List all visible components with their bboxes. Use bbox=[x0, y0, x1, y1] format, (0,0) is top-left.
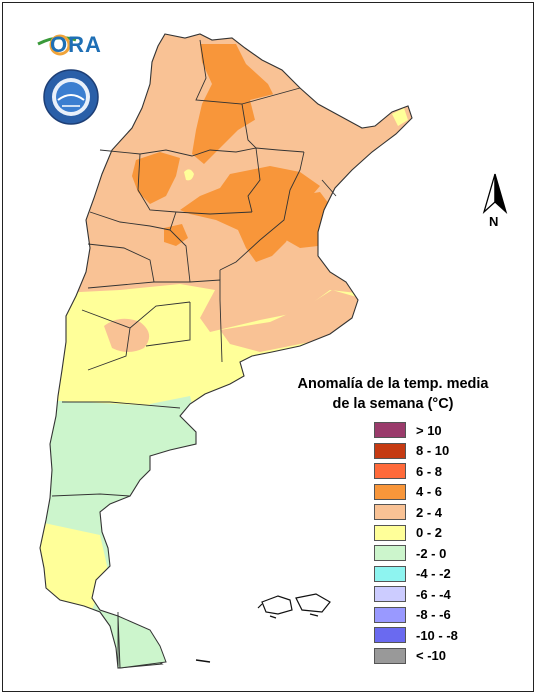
legend-label: -10 - -8 bbox=[416, 627, 458, 643]
legend-label: < -10 bbox=[416, 648, 446, 664]
legend-swatch bbox=[374, 524, 406, 541]
malvinas-islands bbox=[257, 593, 331, 619]
legend-label: 8 - 10 bbox=[416, 443, 450, 459]
tierra-del-fuego bbox=[117, 615, 167, 669]
small-island bbox=[195, 659, 211, 663]
smn-seal bbox=[42, 68, 100, 126]
legend-swatch bbox=[374, 545, 406, 562]
legend-item: -8 - -6 bbox=[374, 605, 494, 626]
legend-label: 4 - 6 bbox=[416, 484, 443, 500]
legend-swatch bbox=[374, 586, 406, 603]
legend-title-line2: de la semana (°C) bbox=[332, 396, 454, 412]
legend-item: -4 - -2 bbox=[374, 564, 494, 585]
legend-item: -2 - 0 bbox=[374, 543, 494, 564]
legend-item: 4 - 6 bbox=[374, 482, 494, 503]
legend-item: -10 - -8 bbox=[374, 625, 494, 646]
zone-warm-north bbox=[192, 44, 276, 164]
legend-swatch bbox=[374, 504, 406, 521]
legend-title: Anomalía de la temp. media de la semana … bbox=[288, 374, 498, 414]
legend-label: -6 - -4 bbox=[416, 586, 451, 602]
zone-neutral-south bbox=[40, 520, 108, 610]
zone-warm-tucuman bbox=[132, 152, 180, 204]
legend-label: > 10 bbox=[416, 422, 442, 438]
zone-warm-center bbox=[180, 166, 320, 262]
legend-swatch bbox=[374, 463, 406, 480]
legend-label: -2 - 0 bbox=[416, 545, 447, 561]
legend-item: 2 - 4 bbox=[374, 502, 494, 523]
legend-label: 2 - 4 bbox=[416, 504, 443, 520]
north-label: N bbox=[489, 214, 499, 229]
legend-item: -6 - -4 bbox=[374, 584, 494, 605]
legend-swatch bbox=[374, 442, 406, 459]
smn-seal-graphic bbox=[43, 69, 99, 125]
legend-swatch bbox=[374, 627, 406, 644]
ora-logo: ORA bbox=[36, 30, 106, 60]
legend-swatch bbox=[374, 483, 406, 500]
zone-mild-neuquen bbox=[104, 318, 150, 352]
zone-mild-chaco bbox=[250, 90, 300, 132]
legend-item: 8 - 10 bbox=[374, 441, 494, 462]
legend-label: -8 - -6 bbox=[416, 607, 451, 623]
ora-logo-graphic bbox=[37, 34, 77, 56]
north-arrow: N bbox=[480, 172, 510, 232]
zone-neutral-spot bbox=[184, 169, 194, 181]
zone-neutral-misiones bbox=[392, 108, 408, 126]
ora-logo-text: ORA bbox=[50, 32, 102, 57]
province-borders bbox=[51, 39, 337, 666]
legend-label: 0 - 2 bbox=[416, 525, 443, 541]
legend-item: 0 - 2 bbox=[374, 523, 494, 544]
legend-item: 6 - 8 bbox=[374, 461, 494, 482]
legend-swatch bbox=[374, 647, 406, 664]
north-arrow-icon bbox=[482, 173, 508, 215]
legend: > 10 8 - 10 6 - 8 4 - 6 2 - 4 0 - 2 -2 - 0 -4 -… bbox=[374, 420, 494, 666]
legend-item: > 10 bbox=[374, 420, 494, 441]
legend-swatch bbox=[374, 422, 406, 439]
legend-title-line1: Anomalía de la temp. media bbox=[297, 376, 489, 392]
legend-item: < -10 bbox=[374, 646, 494, 667]
legend-swatch bbox=[374, 565, 406, 582]
legend-label: -4 - -2 bbox=[416, 566, 451, 582]
legend-label: 6 - 8 bbox=[416, 463, 443, 479]
legend-swatch bbox=[374, 606, 406, 623]
